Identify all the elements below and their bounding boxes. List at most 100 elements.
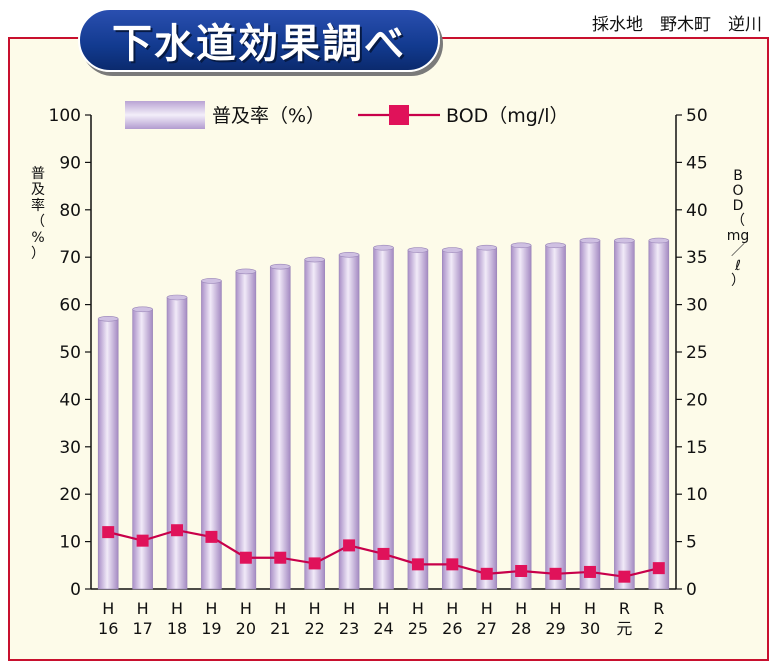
- x-tick-label-year: 25: [408, 619, 428, 638]
- x-tick-label-year: 16: [98, 619, 118, 638]
- bod-point: [446, 558, 459, 571]
- bar: [338, 254, 360, 590]
- x-tick-label-era: R: [653, 599, 664, 618]
- page-title: 下水道効果調べ: [112, 21, 406, 67]
- legend: 普及率（%） BOD（mg/l）: [125, 101, 569, 129]
- bar-top: [235, 268, 257, 275]
- axis-labels: 普及率（%）BOD（mg／ℓ）: [31, 166, 749, 289]
- x-tick-label-era: H: [343, 599, 355, 618]
- x-tick-label-year: 20: [236, 619, 256, 638]
- x-tick-label-year: 24: [373, 619, 393, 638]
- right-axis-label-char: O: [732, 183, 743, 199]
- x-tick-label-year: 19: [201, 619, 221, 638]
- left-tick-label: 70: [59, 248, 81, 268]
- bars: [97, 237, 670, 590]
- bod-point: [308, 557, 321, 570]
- bar-top: [166, 294, 188, 301]
- right-tick-label: 15: [686, 438, 708, 458]
- bar-top: [338, 252, 360, 258]
- right-tick-label: 45: [686, 153, 708, 173]
- x-tick-label-year: 29: [545, 619, 565, 638]
- x-tick-label-era: H: [274, 599, 286, 618]
- bar: [373, 247, 394, 590]
- bar: [442, 249, 463, 590]
- x-tick-label-year: 23: [339, 619, 359, 638]
- bod-point: [274, 551, 287, 564]
- legend-bar-swatch: [125, 101, 205, 129]
- right-axis-label-char: D: [733, 198, 744, 214]
- left-axis-label-char: 普: [31, 166, 45, 182]
- bod-point: [136, 534, 149, 547]
- bar: [304, 259, 325, 590]
- bar-top: [201, 278, 222, 284]
- tick-labels: 0 10 20 30 40 50 60 70 80 90 100 0 5 10 15 20 25 30 35 40 45…: [49, 106, 708, 638]
- right-axis-label-char: ℓ: [734, 258, 741, 274]
- left-axis-label-char: （: [31, 214, 45, 230]
- x-tick-label-era: H: [205, 599, 217, 618]
- left-tick-label: 80: [59, 201, 81, 221]
- x-tick-label-era: H: [309, 599, 321, 618]
- x-tick-label-era: H: [446, 599, 458, 618]
- bar: [97, 318, 119, 590]
- bar: [166, 297, 188, 590]
- bod-point: [480, 567, 493, 580]
- x-tick-label-era: H: [550, 599, 562, 618]
- legend-bar-label: 普及率（%）: [212, 105, 325, 127]
- bar: [510, 245, 532, 590]
- x-tick-label-era: H: [481, 599, 493, 618]
- right-tick-label: 35: [686, 248, 708, 268]
- bod-point: [239, 551, 252, 564]
- x-tick-label-era: H: [137, 599, 149, 618]
- left-tick-label: 100: [49, 106, 81, 126]
- bar: [269, 266, 291, 590]
- bar-top: [132, 306, 153, 313]
- title-badge: 下水道効果調べ: [78, 8, 440, 72]
- bod-point: [205, 530, 218, 543]
- bar-top: [510, 242, 532, 249]
- x-tick-label-era: H: [412, 599, 424, 618]
- bar-top: [442, 247, 463, 253]
- bod-point: [343, 539, 356, 552]
- bar: [235, 271, 257, 590]
- x-tick-label-era: R: [619, 599, 630, 618]
- bar-top: [579, 237, 601, 244]
- x-tick-label-year: 21: [270, 619, 290, 638]
- sampling-location: 採水地 野木町 逆川: [592, 15, 762, 35]
- right-axis-label-char: B: [733, 168, 743, 184]
- left-tick-label: 0: [70, 580, 81, 600]
- bod-point: [102, 526, 115, 539]
- left-tick-label: 60: [59, 296, 81, 316]
- left-axis-label-char: %: [31, 230, 44, 246]
- x-tick-label-year: 元: [616, 619, 632, 638]
- bar-top: [614, 237, 635, 244]
- bar-top: [407, 247, 429, 253]
- bar-top: [97, 316, 119, 322]
- bar: [614, 240, 635, 590]
- bar: [579, 240, 601, 590]
- x-tick-label-era: H: [584, 599, 596, 618]
- right-tick-label: 25: [686, 343, 708, 363]
- x-tick-label-era: H: [377, 599, 389, 618]
- bod-line: [102, 524, 665, 583]
- left-tick-label: 90: [59, 153, 81, 173]
- x-tick-label-year: 22: [304, 619, 324, 638]
- right-tick-label: 5: [686, 533, 697, 553]
- legend-line-marker: [389, 105, 409, 125]
- left-axis-label-char: ）: [31, 246, 45, 262]
- x-tick-label-year: 2: [654, 619, 664, 638]
- left-tick-label: 40: [59, 390, 81, 410]
- bar-top: [269, 263, 291, 270]
- bod-point: [411, 558, 424, 571]
- bod-point: [515, 564, 528, 577]
- bod-point: [171, 524, 184, 537]
- bar-top: [373, 244, 394, 251]
- x-tick-label-year: 26: [442, 619, 462, 638]
- bar-top: [476, 244, 498, 251]
- right-axis-label-char: ／: [731, 243, 745, 259]
- bod-point: [377, 547, 390, 560]
- x-tick-label-year: 17: [132, 619, 152, 638]
- left-tick-label: 30: [59, 438, 81, 458]
- bar-top: [648, 237, 670, 244]
- x-tick-label-era: H: [515, 599, 527, 618]
